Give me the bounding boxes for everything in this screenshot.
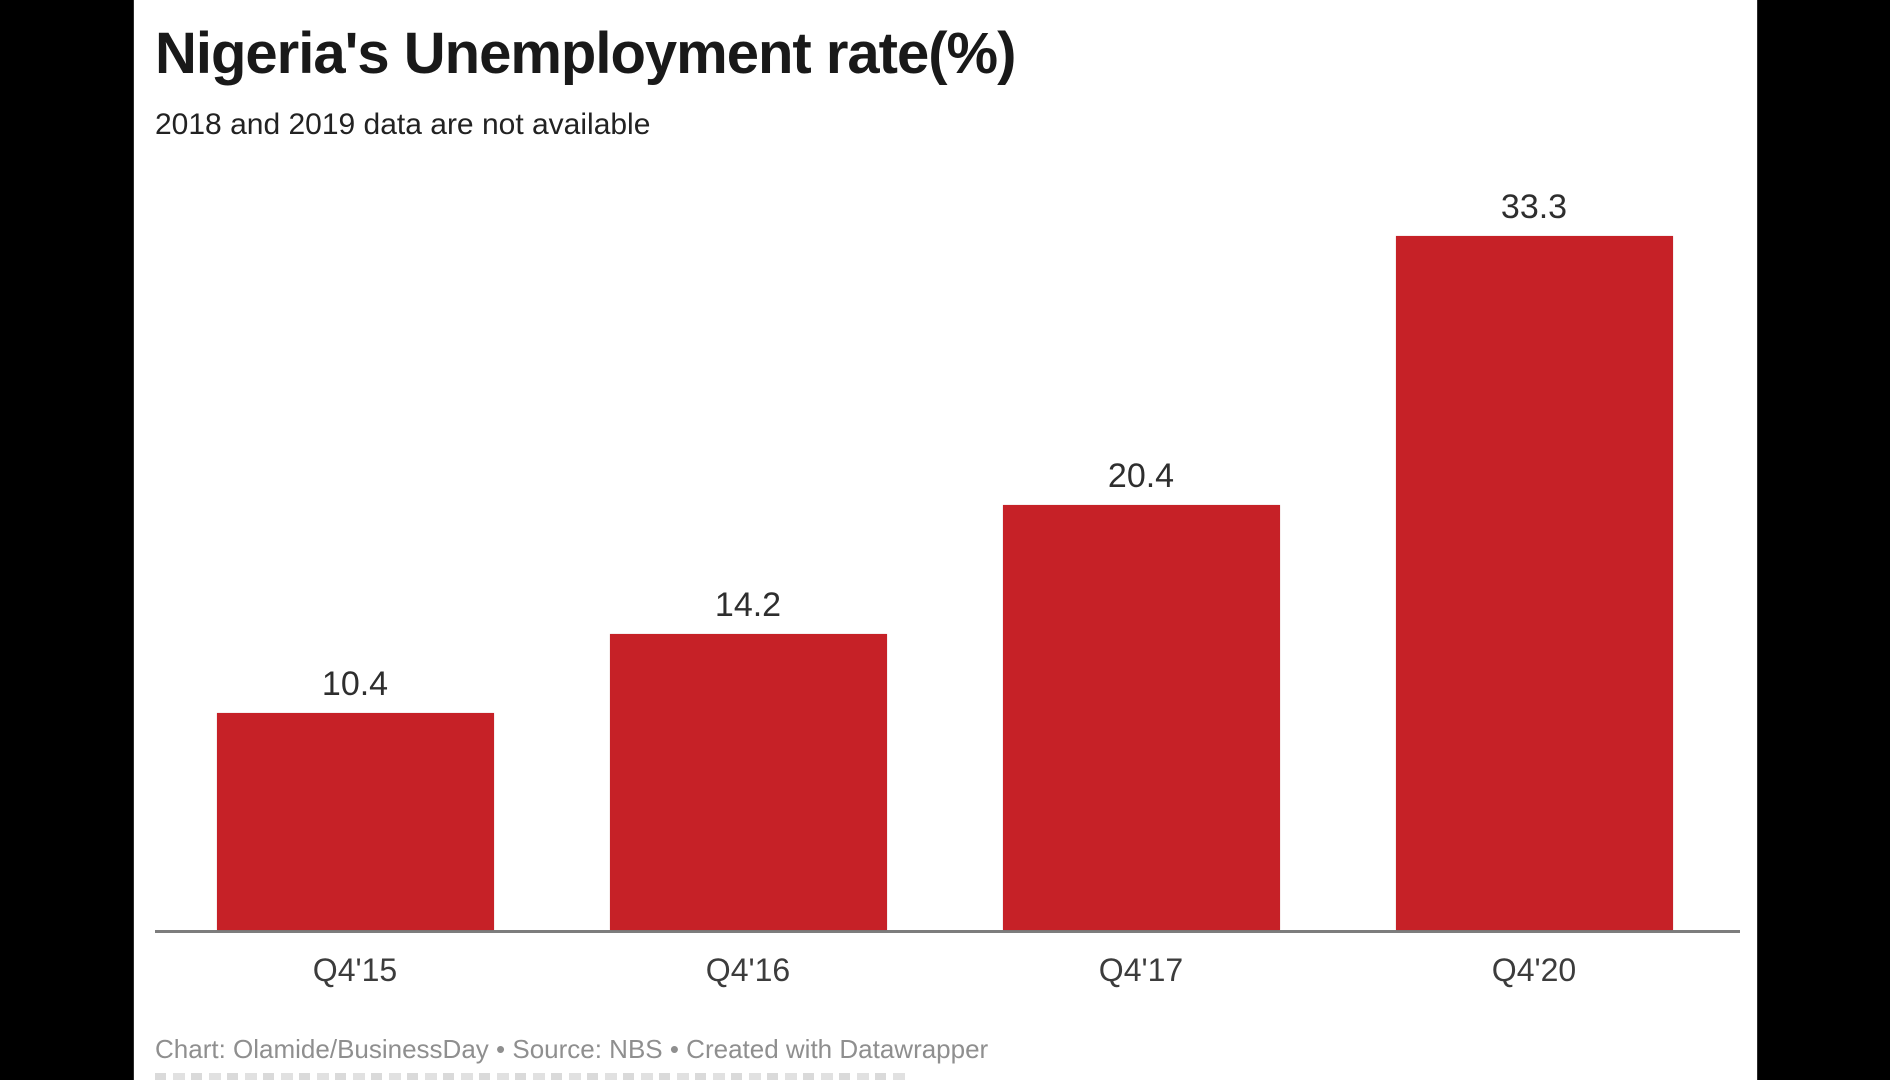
x-tick-label: Q4'17 [1098,952,1184,988]
x-tick-label: Q4'16 [705,952,791,988]
bar-value-label: 14.2 [714,586,782,624]
chart-canvas: Nigeria's Unemployment rate(%) 2018 and … [134,0,1757,1080]
x-tick-label: Q4'20 [1491,952,1577,988]
bar-value-label: 10.4 [321,665,389,703]
bar-value-label: 33.3 [1500,188,1568,226]
bar-value-label: 20.4 [1107,457,1175,495]
plot-area: 10.4 Q4'15 14.2 Q4'16 20.4 Q4'17 33.3 Q4'20 [134,0,1757,1080]
x-tick-label: Q4'15 [312,952,398,988]
bar-q4-15 [217,713,494,930]
cutoff-text-strip [155,1073,905,1080]
chart-title: Nigeria's Unemployment rate(%) [155,21,1016,86]
chart-subtitle: 2018 and 2019 data are not available [155,108,651,141]
x-axis-line [155,930,1740,933]
bar-q4-17 [1003,505,1280,930]
bar-q4-20 [1396,236,1673,930]
chart-attribution: Chart: Olamide/BusinessDay • Source: NBS… [155,1034,989,1064]
bar-q4-16 [610,634,887,930]
